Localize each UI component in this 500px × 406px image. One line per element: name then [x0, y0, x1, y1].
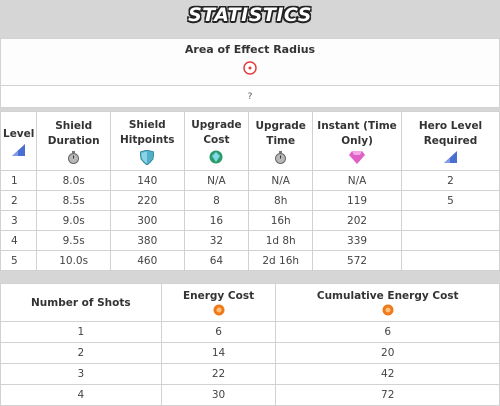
col-upgrade-cost-label: Upgrade Cost: [191, 119, 242, 146]
table-row: 2 14 20: [0, 342, 500, 364]
cell-cumulative-energy-cost: 6: [275, 321, 500, 343]
table-row: 1 6 6: [0, 321, 500, 343]
cell-shield-duration: 8.5s: [36, 190, 111, 211]
cell-shield-duration: 10.0s: [36, 250, 111, 271]
gem-icon: [349, 150, 366, 164]
cell-hero-level: [401, 210, 500, 231]
table-row: 4 30 72: [0, 384, 500, 406]
level-bars-icon: [444, 151, 457, 163]
cell-level: 3: [0, 210, 38, 231]
shield-icon: [140, 149, 155, 165]
cell-energy-cost: 6: [160, 321, 277, 343]
level-stats-table: Level Shield Duration Shield Hitpoints: [0, 111, 500, 271]
cell-hero-level: 5: [401, 190, 500, 211]
col-instant-label: Instant (Time Only): [317, 119, 397, 147]
level-table-header-row: Level Shield Duration Shield Hitpoints: [0, 111, 500, 171]
cell-instant: N/A: [312, 170, 402, 191]
level-bars-icon: [12, 143, 26, 156]
cell-shield-duration: 9.0s: [36, 210, 111, 231]
col-energy-cost-label: Energy Cost: [182, 289, 255, 302]
aoe-header-label: Area of Effect Radius: [184, 43, 316, 56]
cell-number-of-shots: 4: [0, 384, 162, 406]
cell-instant: 339: [312, 230, 402, 251]
cell-shield-hitpoints: 380: [109, 230, 185, 251]
col-shield-duration-label: Shield Duration: [47, 119, 100, 147]
aoe-value: ?: [0, 85, 500, 108]
cell-upgrade-cost: 64: [183, 250, 250, 271]
aoe-table: Area of Effect Radius ?: [0, 38, 500, 108]
col-shield-hitpoints: Shield Hitpoints: [109, 111, 185, 171]
col-cumulative-energy-cost: Cumulative Energy Cost: [275, 283, 500, 322]
table-row: 3 9.0s 300 16 16h 202: [0, 210, 500, 231]
shots-table-header-row: Number of Shots Energy Cost Cumulative E…: [0, 283, 500, 322]
target-icon: [243, 61, 257, 75]
cell-level: 2: [0, 190, 38, 211]
cell-shield-hitpoints: 140: [109, 170, 185, 191]
col-shield-hitpoints-label: Shield Hitpoints: [120, 118, 175, 146]
cell-instant: 202: [312, 210, 402, 231]
col-number-of-shots-label: Number of Shots: [31, 296, 131, 309]
cell-hero-level: [401, 250, 500, 271]
col-hero-level: Hero Level Required: [401, 111, 500, 171]
cell-level: 1: [0, 170, 38, 191]
cell-cumulative-energy-cost: 20: [275, 342, 500, 364]
col-upgrade-cost: Upgrade Cost: [183, 111, 250, 171]
stopwatch-icon: [275, 150, 287, 164]
globe-gem-icon: [209, 150, 223, 164]
cell-level: 5: [0, 250, 38, 271]
cell-upgrade-time: 1d 8h: [248, 230, 314, 251]
table-row: 1 8.0s 140 N/A N/A N/A 2: [0, 170, 500, 191]
col-upgrade-time: Upgrade Time: [248, 111, 314, 171]
energy-orb-icon: [213, 304, 225, 315]
page-title: STATISTICS: [188, 4, 312, 26]
cell-upgrade-cost: 16: [183, 210, 250, 231]
stopwatch-icon: [68, 150, 80, 164]
cell-shield-duration: 9.5s: [36, 230, 111, 251]
page-title-bar: STATISTICS: [0, 0, 500, 30]
col-level-label: Level: [3, 127, 35, 140]
cell-shield-hitpoints: 220: [109, 190, 185, 211]
cell-number-of-shots: 2: [0, 342, 162, 364]
cell-instant: 572: [312, 250, 402, 271]
cell-cumulative-energy-cost: 72: [275, 384, 500, 406]
cell-hero-level: [401, 230, 500, 251]
aoe-header: Area of Effect Radius: [0, 38, 500, 86]
cell-number-of-shots: 3: [0, 363, 162, 385]
col-shield-duration: Shield Duration: [36, 111, 111, 171]
cell-upgrade-time: 8h: [248, 190, 314, 211]
table-row: 3 22 42: [0, 363, 500, 385]
cell-cumulative-energy-cost: 42: [275, 363, 500, 385]
cell-upgrade-cost: N/A: [183, 170, 250, 191]
col-hero-level-label: Hero Level Required: [418, 120, 483, 147]
cell-shield-hitpoints: 300: [109, 210, 185, 231]
cell-level: 4: [0, 230, 38, 251]
energy-shots-table: Number of Shots Energy Cost Cumulative E…: [0, 283, 500, 406]
cell-upgrade-cost: 8: [183, 190, 250, 211]
cell-upgrade-time: N/A: [248, 170, 314, 191]
table-row: 2 8.5s 220 8 8h 119 5: [0, 190, 500, 211]
cell-shield-duration: 8.0s: [36, 170, 111, 191]
col-energy-cost: Energy Cost: [160, 283, 277, 322]
cell-energy-cost: 14: [160, 342, 277, 364]
energy-orb-icon: [382, 304, 394, 315]
col-level: Level: [0, 111, 38, 171]
cell-instant: 119: [312, 190, 402, 211]
col-number-of-shots: Number of Shots: [0, 283, 162, 322]
cell-upgrade-time: 16h: [248, 210, 314, 231]
cell-upgrade-cost: 32: [183, 230, 250, 251]
col-upgrade-time-label: Upgrade Time: [255, 119, 306, 147]
cell-upgrade-time: 2d 16h: [248, 250, 314, 271]
col-cumulative-energy-cost-label: Cumulative Energy Cost: [316, 289, 459, 302]
table-row: 4 9.5s 380 32 1d 8h 339: [0, 230, 500, 251]
cell-shield-hitpoints: 460: [109, 250, 185, 271]
cell-number-of-shots: 1: [0, 321, 162, 343]
cell-energy-cost: 30: [160, 384, 277, 406]
cell-energy-cost: 22: [160, 363, 277, 385]
table-row: 5 10.0s 460 64 2d 16h 572: [0, 250, 500, 271]
cell-hero-level: 2: [401, 170, 500, 191]
col-instant: Instant (Time Only): [312, 111, 402, 171]
